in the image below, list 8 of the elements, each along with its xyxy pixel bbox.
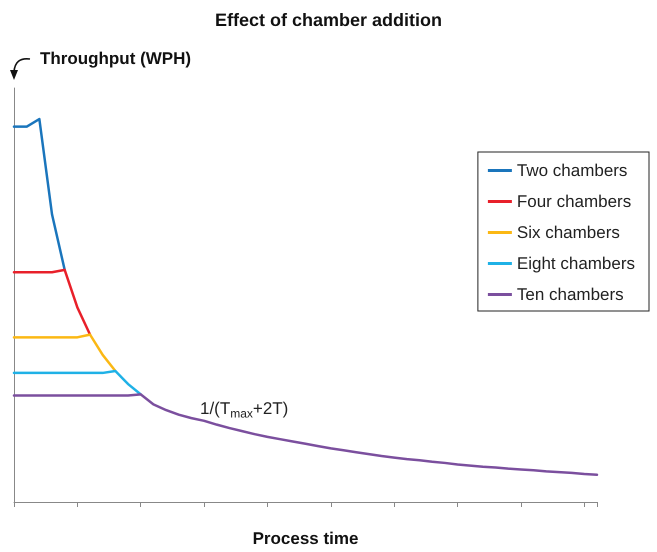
legend-label: Two chambers bbox=[516, 161, 628, 180]
chart-title: Effect of chamber addition bbox=[214, 10, 442, 30]
x-axis-title: Process time bbox=[252, 529, 358, 548]
y-axis-title: Throughput (WPH) bbox=[40, 49, 192, 68]
legend-label: Eight chambers bbox=[516, 254, 636, 273]
legend-label: Four chambers bbox=[516, 192, 632, 211]
legend-label: Six chambers bbox=[516, 223, 620, 242]
legend-label: Ten chambers bbox=[516, 285, 624, 304]
